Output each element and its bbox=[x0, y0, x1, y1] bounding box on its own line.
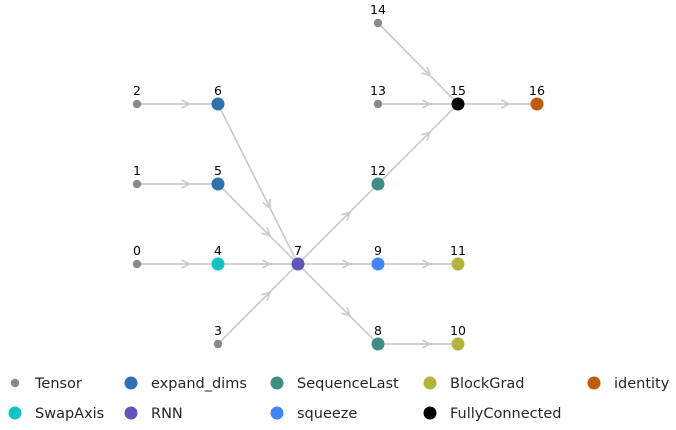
node-label-16: 16 bbox=[529, 83, 545, 98]
arrowhead-icon bbox=[421, 130, 432, 141]
legend-marker-expand_dims bbox=[124, 376, 138, 390]
node-label-10: 10 bbox=[450, 323, 466, 338]
node-label-8: 8 bbox=[374, 323, 382, 338]
legend-label-BlockGrad: BlockGrad bbox=[450, 376, 525, 392]
arrowhead-icon bbox=[421, 99, 432, 109]
node-label-15: 15 bbox=[450, 83, 466, 98]
edge-7-12 bbox=[297, 183, 379, 265]
node-label-4: 4 bbox=[214, 243, 222, 258]
arrowhead-icon bbox=[261, 290, 272, 301]
legend-label-SequenceLast: SequenceLast bbox=[297, 376, 399, 392]
edge-12-15 bbox=[377, 103, 459, 185]
edge-7-8 bbox=[297, 263, 379, 345]
edge-6-7 bbox=[217, 103, 299, 265]
node-9-squeeze bbox=[371, 257, 385, 271]
node-7-RNN bbox=[291, 257, 305, 271]
node-0-Tensor bbox=[132, 259, 142, 269]
legend-label-FullyConnected: FullyConnected bbox=[450, 406, 561, 422]
legend-marker-squeeze bbox=[270, 406, 284, 420]
legend-marker-SequenceLast bbox=[270, 376, 284, 390]
node-4-SwapAxis bbox=[211, 257, 225, 271]
node-label-6: 6 bbox=[214, 83, 222, 98]
edge-3-7 bbox=[217, 263, 299, 345]
arrowhead-icon bbox=[261, 227, 272, 238]
legend-marker-RNN bbox=[124, 406, 138, 420]
legend-label-squeeze: squeeze bbox=[297, 406, 357, 422]
node-label-5: 5 bbox=[214, 163, 222, 178]
arrowhead-icon bbox=[421, 259, 432, 269]
legend-marker-SwapAxis bbox=[8, 406, 22, 420]
arrowhead-icon bbox=[261, 259, 272, 269]
arrowhead-icon bbox=[500, 99, 512, 109]
legend-label-identity: identity bbox=[614, 376, 670, 392]
arrowhead-icon bbox=[181, 179, 192, 189]
legend-marker-FullyConnected bbox=[423, 406, 437, 420]
arrowhead-icon bbox=[181, 259, 192, 269]
node-12-SequenceLast bbox=[371, 177, 385, 191]
node-11-BlockGrad bbox=[451, 257, 465, 271]
node-15-FullyConnected bbox=[451, 97, 465, 111]
arrowhead-icon bbox=[421, 339, 432, 349]
arrowhead-icon bbox=[341, 210, 352, 221]
legend-label-RNN: RNN bbox=[151, 406, 183, 422]
node-1-Tensor bbox=[132, 179, 142, 189]
legend-label-Tensor: Tensor bbox=[34, 376, 82, 392]
arrowhead-icon bbox=[181, 99, 192, 109]
arrowhead-icon bbox=[262, 199, 271, 210]
edge-14-15 bbox=[377, 22, 459, 105]
node-label-11: 11 bbox=[450, 243, 466, 258]
legend-marker-BlockGrad bbox=[423, 376, 437, 390]
legend-label-SwapAxis: SwapAxis bbox=[35, 406, 104, 422]
edge-5-7 bbox=[217, 183, 299, 265]
node-13-Tensor bbox=[373, 99, 383, 109]
node-label-13: 13 bbox=[370, 83, 386, 98]
node-label-9: 9 bbox=[374, 243, 382, 258]
node-label-14: 14 bbox=[370, 2, 386, 17]
node-8-SequenceLast bbox=[371, 337, 385, 351]
node-14-Tensor bbox=[373, 18, 383, 28]
node-label-2: 2 bbox=[133, 83, 141, 98]
arrowhead-icon bbox=[341, 307, 352, 318]
node-label-7: 7 bbox=[294, 243, 302, 258]
legend-label-expand_dims: expand_dims bbox=[151, 376, 247, 392]
legend-marker-Tensor bbox=[10, 378, 20, 388]
arrowhead-icon bbox=[341, 259, 352, 269]
node-label-0: 0 bbox=[133, 243, 141, 258]
arrowhead-icon bbox=[421, 66, 432, 78]
node-2-Tensor bbox=[132, 99, 142, 109]
legend-marker-identity bbox=[587, 376, 601, 390]
node-6-expand_dims bbox=[211, 97, 225, 111]
node-5-expand_dims bbox=[211, 177, 225, 191]
node-16-identity bbox=[530, 97, 544, 111]
node-label-12: 12 bbox=[370, 163, 386, 178]
node-label-3: 3 bbox=[214, 323, 222, 338]
node-10-BlockGrad bbox=[451, 337, 465, 351]
node-label-1: 1 bbox=[133, 163, 141, 178]
node-3-Tensor bbox=[213, 339, 223, 349]
